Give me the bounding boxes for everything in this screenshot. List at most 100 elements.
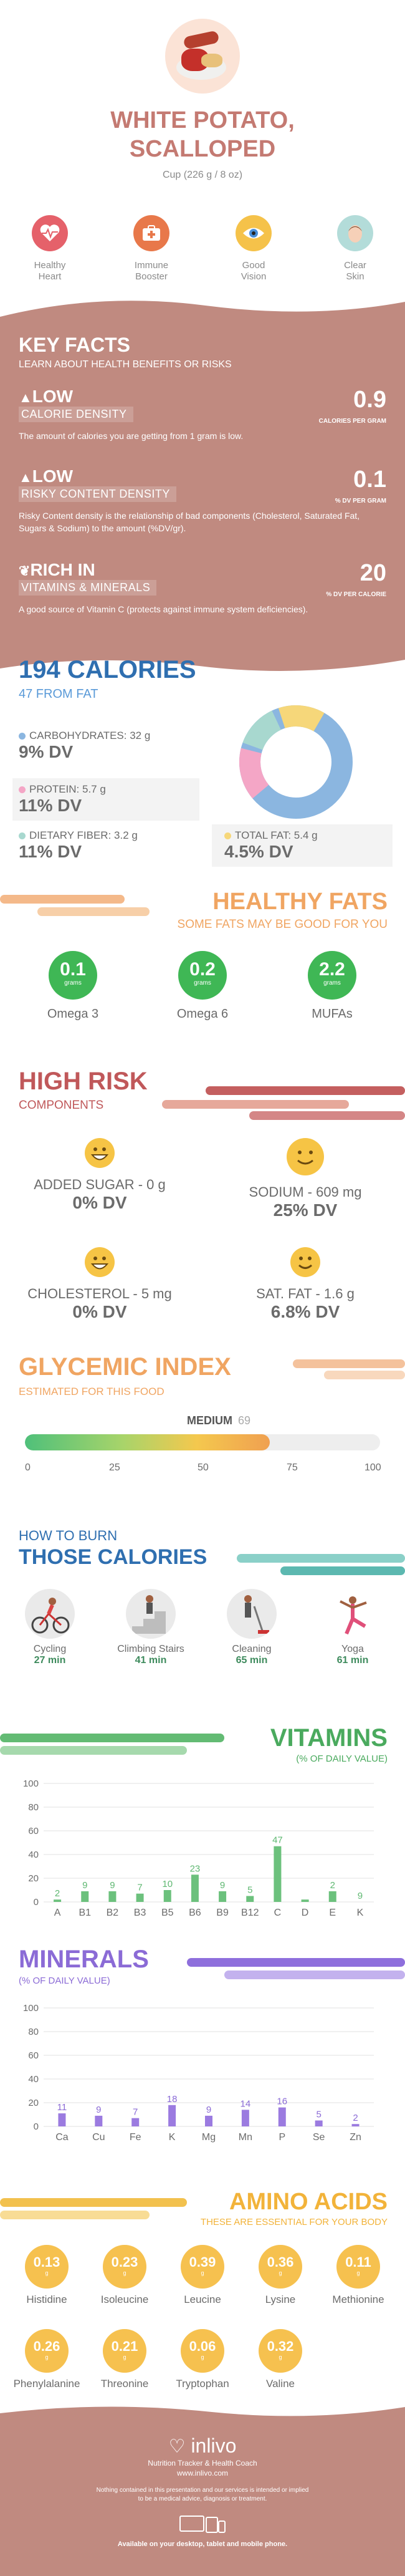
x-tick-label: B9 (216, 1908, 229, 1918)
amino-methionine: 0.11 g Methionine (324, 2245, 393, 2306)
y-tick-label: 40 (28, 2074, 39, 2085)
bar-B3 (136, 1893, 144, 1902)
ribbon-decor (37, 907, 150, 916)
bar-Ca (58, 2113, 66, 2126)
x-tick-label: B5 (161, 1908, 174, 1918)
data-label-B9: 9 (220, 1880, 225, 1891)
footer-url[interactable]: www.inlivo.com (176, 2469, 229, 2477)
ribbon-decor (280, 1566, 405, 1575)
y-tick-label: 0 (34, 2121, 39, 2132)
bar-Mg (205, 2115, 212, 2126)
x-tick-label: B2 (107, 1908, 119, 1918)
fact-risky-content: ▲LOW RISKY CONTENT DENSITY 0.1 % DV PER … (19, 466, 386, 533)
benefit-good-vision: Good Vision (222, 215, 285, 282)
y-tick-label: 60 (28, 2050, 39, 2061)
bar-B1 (81, 1891, 89, 1902)
y-tick-label: 80 (28, 1802, 39, 1813)
minerals-title: MINERALS (19, 1946, 149, 1973)
y-tick-label: 60 (28, 1826, 39, 1836)
fat-mufas: 2.2 grams MUFAs (298, 951, 366, 1021)
data-label-Se: 5 (316, 2110, 321, 2120)
bar-E (328, 1891, 336, 1902)
amino-isoleucine: 0.23 g Isoleucine (90, 2245, 159, 2306)
y-tick-label: 80 (28, 2027, 39, 2037)
glycemic-bar-fill (25, 1434, 270, 1450)
ribbon-decor (0, 2198, 187, 2207)
glycemic-subtitle: ESTIMATED FOR THIS FOOD (19, 1386, 164, 1397)
ribbon-decor (206, 1086, 405, 1095)
x-tick-label: Se (313, 2132, 325, 2143)
footer-tagline: Nutrition Tracker & Health Coach (148, 2459, 257, 2467)
y-tick-label: 0 (34, 1897, 39, 1908)
y-tick-label: 20 (28, 2098, 39, 2108)
fat-omega3: 0.1 grams Omega 3 (39, 951, 107, 1021)
key-facts-subtitle: LEARN ABOUT HEALTH BENEFITS OR RISKS (19, 359, 232, 370)
amino-subtitle: THESE ARE ESSENTIAL FOR YOUR BODY (200, 2217, 388, 2227)
high-risk-subtitle: COMPONENTS (19, 1099, 104, 1112)
down-arrow-icon: ▲ (19, 390, 32, 405)
ribbon-decor (293, 1359, 405, 1368)
cycling-icon (25, 1589, 75, 1639)
bar-Mn (241, 2110, 249, 2126)
key-facts: KEY FACTS LEARN ABOUT HEALTH BENEFITS OR… (0, 324, 405, 655)
data-label-Ca: 11 (57, 2102, 67, 2113)
bar-Zn (351, 2124, 360, 2126)
amino-phenylalanine: 0.26 g Phenylalanine (12, 2329, 81, 2390)
heart-monitor-icon (32, 215, 68, 251)
x-tick-label: E (329, 1908, 336, 1918)
ribbon-decor (0, 1734, 224, 1742)
burn-title-2: THOSE CALORIES (19, 1545, 207, 1569)
data-label-B2: 9 (110, 1880, 115, 1891)
cleaning-icon (227, 1589, 277, 1639)
amino-histidine: 0.13 g Histidine (12, 2245, 81, 2306)
food-photo (165, 19, 240, 94)
footer: ♡ inlivo Nutrition Tracker & Health Coac… (0, 2424, 405, 2576)
data-label-B5: 10 (162, 1879, 173, 1889)
amino-lysine: 0.36 g Lysine (246, 2245, 315, 2306)
fiber-item: DIETARY FIBER: 3.2 g 11% DV (19, 829, 138, 861)
x-tick-label: Zn (350, 2132, 361, 2143)
x-tick-label: Ca (55, 2132, 69, 2143)
x-tick-label: B12 (241, 1908, 259, 1918)
burn-cycling: Cycling 27 min (12, 1589, 87, 1666)
leaf-icon: ❦ (19, 563, 31, 579)
data-label-Mn: 14 (241, 2098, 251, 2109)
x-tick-label: K (169, 2132, 176, 2143)
x-tick-label: Mn (239, 2132, 252, 2143)
grin-emoji-icon (85, 1247, 115, 1277)
ribbon-decor (237, 1554, 405, 1563)
burn-title-1: HOW TO BURN (19, 1528, 118, 1543)
key-facts-title: KEY FACTS (19, 334, 130, 356)
fact-vitamins-minerals: ❦RICH IN VITAMINS & MINERALS 20 % DV PER… (19, 560, 386, 614)
footer-platforms: Available on your desktop, tablet and mo… (117, 2540, 288, 2548)
data-label-B6: 23 (190, 1863, 201, 1874)
footer-disclaimer: Nothing contained in this presentation a… (96, 2487, 309, 2502)
risk-added-sugar: ADDED SUGAR - 0 g 0% DV (25, 1138, 174, 1213)
data-label-K: 18 (167, 2094, 178, 2105)
y-tick-label: 100 (23, 1778, 39, 1789)
glycemic-title: GLYCEMIC INDEX (19, 1353, 231, 1381)
burn-yoga: Yoga 61 min (315, 1589, 390, 1666)
eye-icon (236, 215, 272, 251)
brand-logo: ♡ inlivo (168, 2434, 237, 2457)
data-label-B3: 7 (137, 1883, 142, 1893)
x-tick-label: B1 (79, 1908, 91, 1918)
benefit-healthy-heart: Healthy Heart (19, 215, 81, 282)
bar-C (274, 1846, 282, 1902)
ribbon-decor (0, 2211, 150, 2219)
data-label-Cu: 9 (96, 2105, 101, 2115)
bar-D (301, 1899, 309, 1902)
benefit-clear-skin: Clear Skin (324, 215, 386, 282)
stairs-icon (126, 1589, 176, 1639)
high-risk-title: HIGH RISK (19, 1068, 148, 1095)
bar-A (54, 1899, 62, 1902)
y-tick-label: 40 (28, 1850, 39, 1860)
bar-B9 (219, 1891, 227, 1902)
amino-valine: 0.32 g Valine (246, 2329, 315, 2390)
x-tick-label: B6 (189, 1908, 201, 1918)
yoga-icon (328, 1589, 378, 1639)
x-tick-label: B3 (134, 1908, 146, 1918)
protein-item: PROTEIN: 5.7 g 11% DV (12, 778, 199, 821)
minerals-bar-chart: 0 20 40 60 80 100 11 Ca 9 Cu 7 Fe 18 K 9 Mg 14 Mn 16 P 5 Se 2 Z… (23, 2003, 374, 2143)
data-label-B1: 9 (82, 1880, 87, 1891)
